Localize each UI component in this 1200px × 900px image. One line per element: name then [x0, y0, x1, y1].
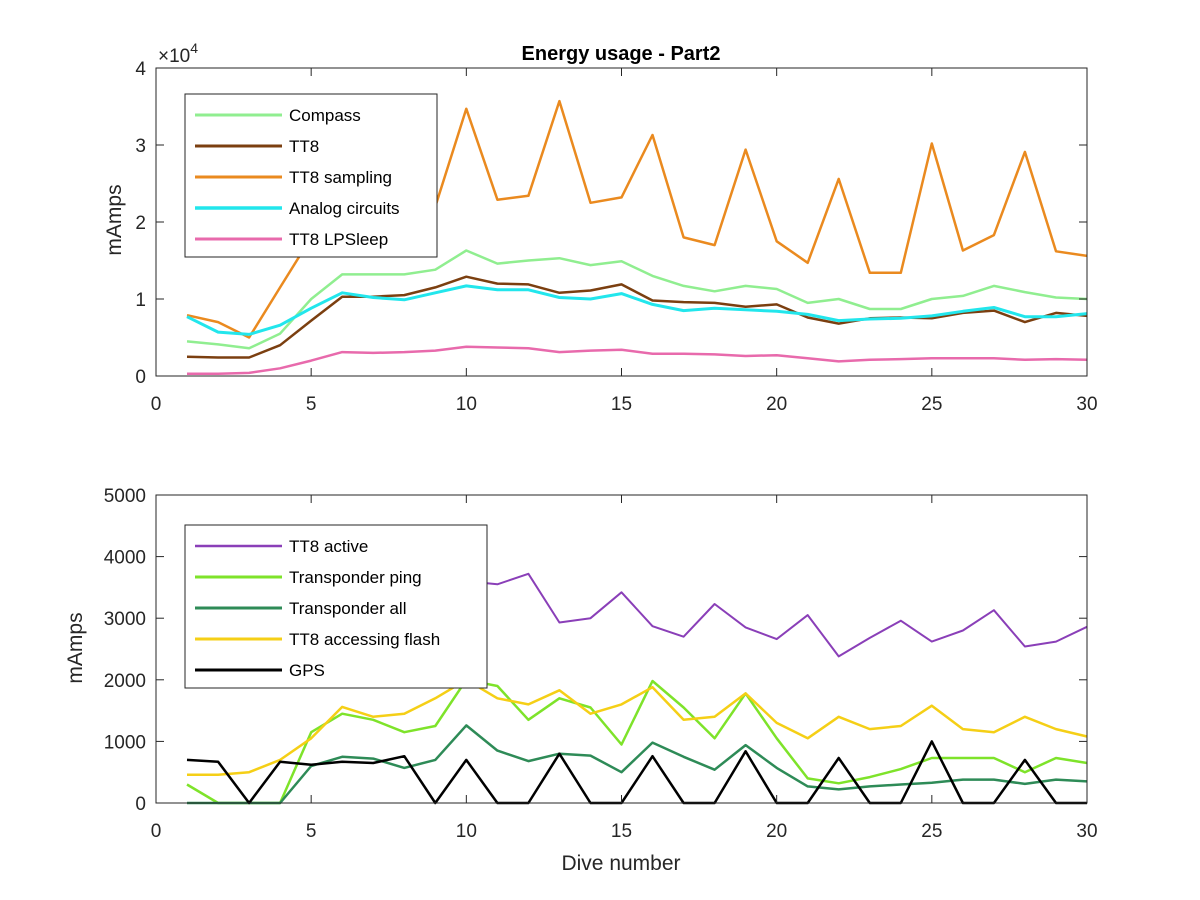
legend-label-tt8-active: TT8 active	[289, 537, 368, 556]
y-tick-label: 4	[135, 59, 146, 80]
y-tick-label: 3	[135, 136, 146, 157]
x-axis-label: Dive number	[561, 852, 680, 875]
legend-label-compass: Compass	[289, 106, 361, 125]
series-line-analog-circuits	[186, 284, 1088, 336]
legend-label-analog-circuits: Analog circuits	[289, 199, 400, 218]
x-tick-label: 25	[921, 394, 942, 415]
legend-label-tt8-lpsleep: TT8 LPSleep	[289, 230, 388, 249]
y-axis-label: mAmps	[103, 184, 126, 255]
legend-label-transponder-ping: Transponder ping	[289, 568, 422, 587]
x-tick-label: 10	[456, 821, 477, 842]
x-tick-label: 0	[151, 821, 162, 842]
y-tick-label: 0	[135, 367, 146, 388]
series-line-tt8-accessing-flash	[187, 678, 1088, 776]
chart-title: Energy usage - Part2	[522, 43, 721, 65]
y-tick-label: 2	[135, 213, 146, 234]
series-line-transponder-ping	[186, 678, 1088, 805]
y-tick-label: 2000	[104, 671, 146, 692]
chart-bottom: 0 5 10 15 20 25 30 0 1000 2000 3000 4000 5000 Dive n…	[64, 486, 1098, 875]
legend-label-transponder-all: Transponder all	[289, 599, 407, 618]
legend-label-tt8-accessing-flash: TT8 accessing flash	[289, 630, 440, 649]
x-tick-label: 10	[456, 394, 477, 415]
series-line-gps	[186, 740, 1087, 805]
y-tick-label: 5000	[104, 486, 146, 507]
y-axis-label: mAmps	[64, 612, 87, 683]
x-tick-label: 5	[306, 821, 317, 842]
x-tick-label: 15	[611, 394, 632, 415]
y-exponent-label: ×104	[158, 40, 198, 67]
series-line-tt8	[186, 275, 1088, 359]
x-tick-label: 30	[1076, 394, 1097, 415]
x-tick-label: 20	[766, 394, 787, 415]
legend: Compass TT8 TT8 sampling Analog circuits TT8…	[184, 93, 438, 258]
y-tick-label: 0	[135, 794, 146, 815]
legend-label-tt8: TT8	[289, 137, 319, 156]
chart-top: Energy usage - Part2 ×104 0 5 10 15 20 25 3001…	[103, 40, 1098, 415]
x-tick-label: 25	[921, 821, 942, 842]
y-tick-label: 4000	[104, 548, 146, 569]
legend: TT8 active Transponder ping Transponder al…	[184, 524, 488, 689]
y-tick-label: 1	[135, 290, 146, 311]
series-line-transponder-all	[187, 724, 1088, 805]
x-tick-label: 0	[151, 394, 162, 415]
y-tick-label: 1000	[104, 732, 146, 753]
legend-label-gps: GPS	[289, 661, 325, 680]
x-tick-label: 30	[1076, 821, 1097, 842]
series-line-compass	[186, 249, 1088, 350]
x-tick-label: 20	[766, 821, 787, 842]
series-line-tt8-lpsleep	[187, 345, 1088, 375]
y-exponent-power: 4	[190, 40, 198, 56]
y-exponent-base: ×10	[158, 46, 190, 67]
y-tick-label: 3000	[104, 609, 146, 630]
x-tick-label: 15	[611, 821, 632, 842]
plot-area: 0 5 10 15 20 25 30 0 1000 2000 3000 4000 5000	[104, 486, 1098, 842]
legend-label-tt8-sampling: TT8 sampling	[289, 168, 392, 187]
x-tick-label: 5	[306, 394, 317, 415]
